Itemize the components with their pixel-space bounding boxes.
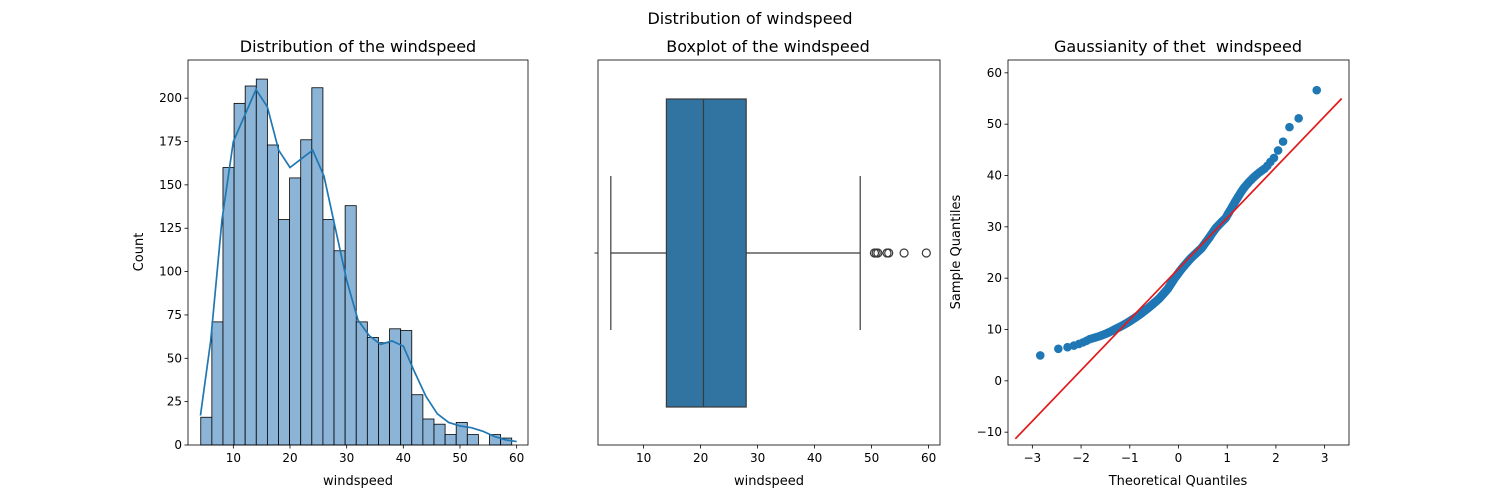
qqplot-y-tick-label: 10 — [987, 323, 1002, 337]
boxplot-outlier — [884, 248, 894, 258]
histogram-x-tick-label: 10 — [226, 451, 241, 465]
histogram-y-tick-label: 200 — [159, 91, 182, 105]
boxplot-outlier — [899, 248, 909, 258]
histogram-bar — [255, 78, 268, 446]
histogram-x-tick-label: 60 — [509, 451, 524, 465]
histogram-y-label: Count — [132, 233, 147, 272]
boxplot-panel: Boxplot of the windspeed 10 20 30 40 50 60 wi… — [594, 37, 941, 489]
boxplot-x-tick-label: 50 — [864, 451, 879, 465]
qqplot-x-tick-label: −2 — [1072, 451, 1090, 465]
histogram-y-tick-label: 150 — [159, 178, 182, 192]
boxplot-x-tick-label: 60 — [921, 451, 936, 465]
histogram-bar — [266, 144, 279, 446]
qqplot-y-tick-label: −10 — [977, 425, 1002, 439]
histogram-bar — [311, 87, 324, 446]
histogram-bar — [466, 434, 479, 446]
boxplot-x-tick-label: 20 — [693, 451, 708, 465]
histogram-x-ticks: 10 20 30 40 50 60 — [226, 445, 524, 465]
qqplot-y-ticks: −10 0 10 20 30 40 50 60 — [977, 66, 1008, 439]
qqplot-y-tick-label: 50 — [987, 117, 1002, 131]
boxplot-x-tick-label: 40 — [807, 451, 822, 465]
boxplot-outlier — [921, 248, 931, 258]
histogram-y-tick-label: 125 — [159, 221, 182, 235]
qqplot-x-tick-label: −1 — [1121, 451, 1139, 465]
histogram-bar — [289, 177, 302, 446]
histogram-bar — [411, 394, 424, 446]
histogram-y-tick-label: 75 — [167, 308, 182, 322]
boxplot-box — [665, 98, 747, 408]
qqplot-x-label: Theoretical Quantiles — [1108, 474, 1248, 489]
histogram-y-tick-label: 175 — [159, 135, 182, 149]
qqplot-point — [1312, 85, 1322, 95]
qqplot-point — [1278, 137, 1288, 146]
histogram-y-tick-label: 0 — [174, 438, 182, 452]
boxplot-title: Boxplot of the windspeed — [666, 37, 870, 56]
histogram-x-label: windspeed — [323, 474, 393, 489]
figure-suptitle: Distribution of windspeed — [647, 9, 852, 28]
qqplot-point — [1035, 351, 1045, 360]
histogram-bar — [444, 434, 457, 446]
qqplot-x-tick-label: −3 — [1024, 451, 1042, 465]
qqplot-point — [1054, 344, 1063, 354]
histogram-x-tick-label: 30 — [339, 451, 354, 465]
boxplot-outlier — [873, 248, 883, 258]
histogram-bar — [366, 337, 379, 446]
histogram-bar — [200, 416, 213, 446]
qqplot-y-label: Sample Quantiles — [949, 194, 964, 309]
boxplot-x-tick-label: 30 — [750, 451, 765, 465]
histogram-axes-frame — [187, 59, 529, 446]
histogram-bar — [211, 321, 224, 446]
histogram-title: Distribution of the windspeed — [240, 37, 476, 56]
histogram-bar — [378, 342, 390, 446]
boxplot-outliers — [869, 248, 931, 258]
histogram-bar — [355, 321, 368, 446]
qqplot-point — [1294, 114, 1303, 123]
histogram-bar — [344, 205, 357, 446]
qqplot-points — [1035, 85, 1322, 360]
histogram-bar — [389, 328, 402, 446]
histogram-bar — [278, 219, 291, 446]
qqplot-point — [1269, 153, 1279, 163]
qqplot-reference-line — [1014, 97, 1343, 440]
histogram-bar — [300, 139, 313, 446]
qqplot-point — [1285, 122, 1294, 132]
histogram-y-tick-label: 100 — [159, 265, 182, 279]
boxplot-x-ticks: 10 20 30 40 50 60 — [636, 445, 936, 465]
qqplot-x-tick-label: 2 — [1272, 451, 1280, 465]
qqplot-y-tick-label: 20 — [987, 271, 1002, 285]
boxplot-box-group — [610, 98, 861, 408]
histogram-x-tick-label: 50 — [452, 451, 467, 465]
qqplot-y-tick-label: 40 — [987, 169, 1002, 183]
histogram-bar — [322, 219, 335, 446]
histogram-bars — [200, 78, 513, 446]
histogram-x-tick-label: 20 — [282, 451, 297, 465]
qqplot-point — [1273, 146, 1283, 155]
histogram-y-tick-label: 50 — [167, 351, 182, 365]
histogram-bar — [222, 167, 235, 446]
qqplot-y-tick-label: 60 — [987, 66, 1002, 80]
kde-curve — [199, 87, 517, 443]
histogram-bar — [433, 423, 446, 446]
qqplot-title: Gaussianity of thet windspeed — [1054, 37, 1302, 56]
qqplot-panel: Gaussianity of thet windspeed −3 −2 −1 0 1 2 3… — [949, 37, 1350, 489]
histogram-bar — [244, 85, 257, 446]
histogram-bar — [422, 418, 435, 446]
qqplot-y-tick-label: 30 — [987, 220, 1002, 234]
qqplot-x-tick-label: 0 — [1175, 451, 1183, 465]
histogram-y-tick-label: 25 — [167, 395, 182, 409]
qqplot-x-ticks: −3 −2 −1 0 1 2 3 — [1024, 445, 1329, 465]
histogram-bar — [333, 250, 346, 446]
qqplot-y-tick-label: 0 — [994, 374, 1002, 388]
boxplot-axes-frame — [597, 59, 941, 446]
histogram-bar — [400, 330, 413, 446]
histogram-y-ticks: 0 25 50 75 100 125 150 175 200 — [159, 91, 188, 452]
histogram-x-tick-label: 40 — [396, 451, 411, 465]
qqplot-x-tick-label: 1 — [1223, 451, 1231, 465]
boxplot-x-label: windspeed — [734, 474, 804, 489]
boxplot-x-tick-label: 10 — [636, 451, 651, 465]
histogram-panel: Distribution of the windspeed 10 20 30 40 50… — [132, 37, 529, 489]
histogram-bar — [233, 102, 246, 446]
qqplot-x-tick-label: 3 — [1321, 451, 1329, 465]
